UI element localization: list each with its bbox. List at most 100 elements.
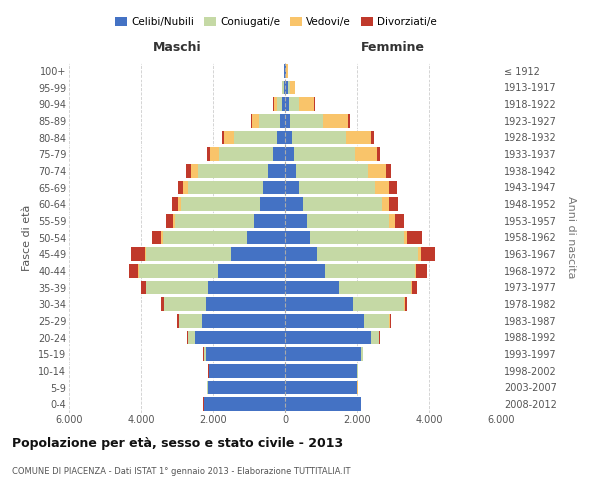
Bar xyxy=(389,198,398,211)
Bar xyxy=(208,380,285,394)
Y-axis label: Fasce di età: Fasce di età xyxy=(22,204,32,270)
Bar xyxy=(382,198,389,211)
Bar xyxy=(204,398,285,411)
Bar xyxy=(140,280,146,294)
Bar xyxy=(188,180,263,194)
Bar xyxy=(130,264,139,278)
Bar xyxy=(285,164,296,177)
Bar xyxy=(252,114,259,128)
Bar xyxy=(299,180,375,194)
Bar xyxy=(172,198,178,211)
Bar xyxy=(285,314,364,328)
Bar xyxy=(218,264,285,278)
Bar xyxy=(288,80,290,94)
Bar xyxy=(412,280,418,294)
Bar xyxy=(355,148,377,161)
Bar xyxy=(285,80,288,94)
Bar xyxy=(325,264,415,278)
Bar xyxy=(389,214,395,228)
Bar xyxy=(364,314,389,328)
Text: COMUNE DI PIACENZA - Dati ISTAT 1° gennaio 2013 - Elaborazione TUTTITALIA.IT: COMUNE DI PIACENZA - Dati ISTAT 1° genna… xyxy=(12,467,350,476)
Bar xyxy=(416,264,427,278)
Bar xyxy=(209,364,285,378)
Bar xyxy=(307,214,389,228)
Bar xyxy=(285,348,361,361)
Bar xyxy=(317,248,418,261)
Bar xyxy=(208,280,285,294)
Legend: Celibi/Nubili, Coniugati/e, Vedovi/e, Divorziati/e: Celibi/Nubili, Coniugati/e, Vedovi/e, Di… xyxy=(113,15,439,30)
Bar xyxy=(146,280,208,294)
Bar xyxy=(184,180,188,194)
Bar xyxy=(164,298,206,311)
Bar xyxy=(371,130,374,144)
Bar xyxy=(285,114,290,128)
Bar xyxy=(280,114,285,128)
Bar xyxy=(195,330,285,344)
Bar xyxy=(166,214,173,228)
Text: Popolazione per età, sesso e stato civile - 2013: Popolazione per età, sesso e stato civil… xyxy=(12,438,343,450)
Bar xyxy=(285,364,357,378)
Bar xyxy=(207,148,210,161)
Bar xyxy=(375,180,389,194)
Bar xyxy=(386,164,391,177)
Bar xyxy=(285,230,310,244)
Bar xyxy=(139,264,218,278)
Bar xyxy=(421,248,436,261)
Bar xyxy=(285,180,299,194)
Y-axis label: Anni di nascita: Anni di nascita xyxy=(566,196,576,278)
Bar xyxy=(152,230,161,244)
Bar xyxy=(282,80,283,94)
Bar xyxy=(389,180,397,194)
Bar xyxy=(285,330,371,344)
Bar xyxy=(418,248,421,261)
Bar xyxy=(411,280,412,294)
Bar xyxy=(390,314,391,328)
Bar xyxy=(299,98,314,111)
Bar xyxy=(346,130,371,144)
Bar xyxy=(285,380,357,394)
Bar xyxy=(186,164,191,177)
Bar xyxy=(263,180,285,194)
Bar xyxy=(197,164,268,177)
Bar xyxy=(173,214,175,228)
Bar xyxy=(204,348,206,361)
Bar xyxy=(274,98,277,111)
Bar xyxy=(285,264,325,278)
Bar xyxy=(361,348,363,361)
Bar xyxy=(404,298,407,311)
Bar xyxy=(294,148,355,161)
Bar xyxy=(310,230,404,244)
Bar xyxy=(290,80,295,94)
Bar xyxy=(145,248,146,261)
Bar xyxy=(274,148,285,161)
Bar xyxy=(247,230,285,244)
Bar xyxy=(282,98,285,111)
Bar xyxy=(348,114,350,128)
Bar xyxy=(285,214,307,228)
Bar xyxy=(371,330,379,344)
Bar xyxy=(161,298,164,311)
Bar xyxy=(285,130,292,144)
Bar xyxy=(179,314,202,328)
Bar xyxy=(202,314,285,328)
Bar xyxy=(224,130,234,144)
Bar xyxy=(220,148,274,161)
Bar xyxy=(379,330,380,344)
Bar xyxy=(277,130,285,144)
Bar xyxy=(163,230,247,244)
Text: Femmine: Femmine xyxy=(361,41,425,54)
Bar xyxy=(368,164,386,177)
Bar xyxy=(188,330,195,344)
Bar xyxy=(303,198,382,211)
Bar xyxy=(292,130,346,144)
Bar xyxy=(277,98,282,111)
Bar xyxy=(284,80,285,94)
Text: Maschi: Maschi xyxy=(152,41,202,54)
Bar xyxy=(290,114,323,128)
Bar xyxy=(404,230,407,244)
Bar xyxy=(353,298,404,311)
Bar xyxy=(222,130,224,144)
Bar xyxy=(177,314,179,328)
Bar xyxy=(407,230,422,244)
Bar xyxy=(285,398,361,411)
